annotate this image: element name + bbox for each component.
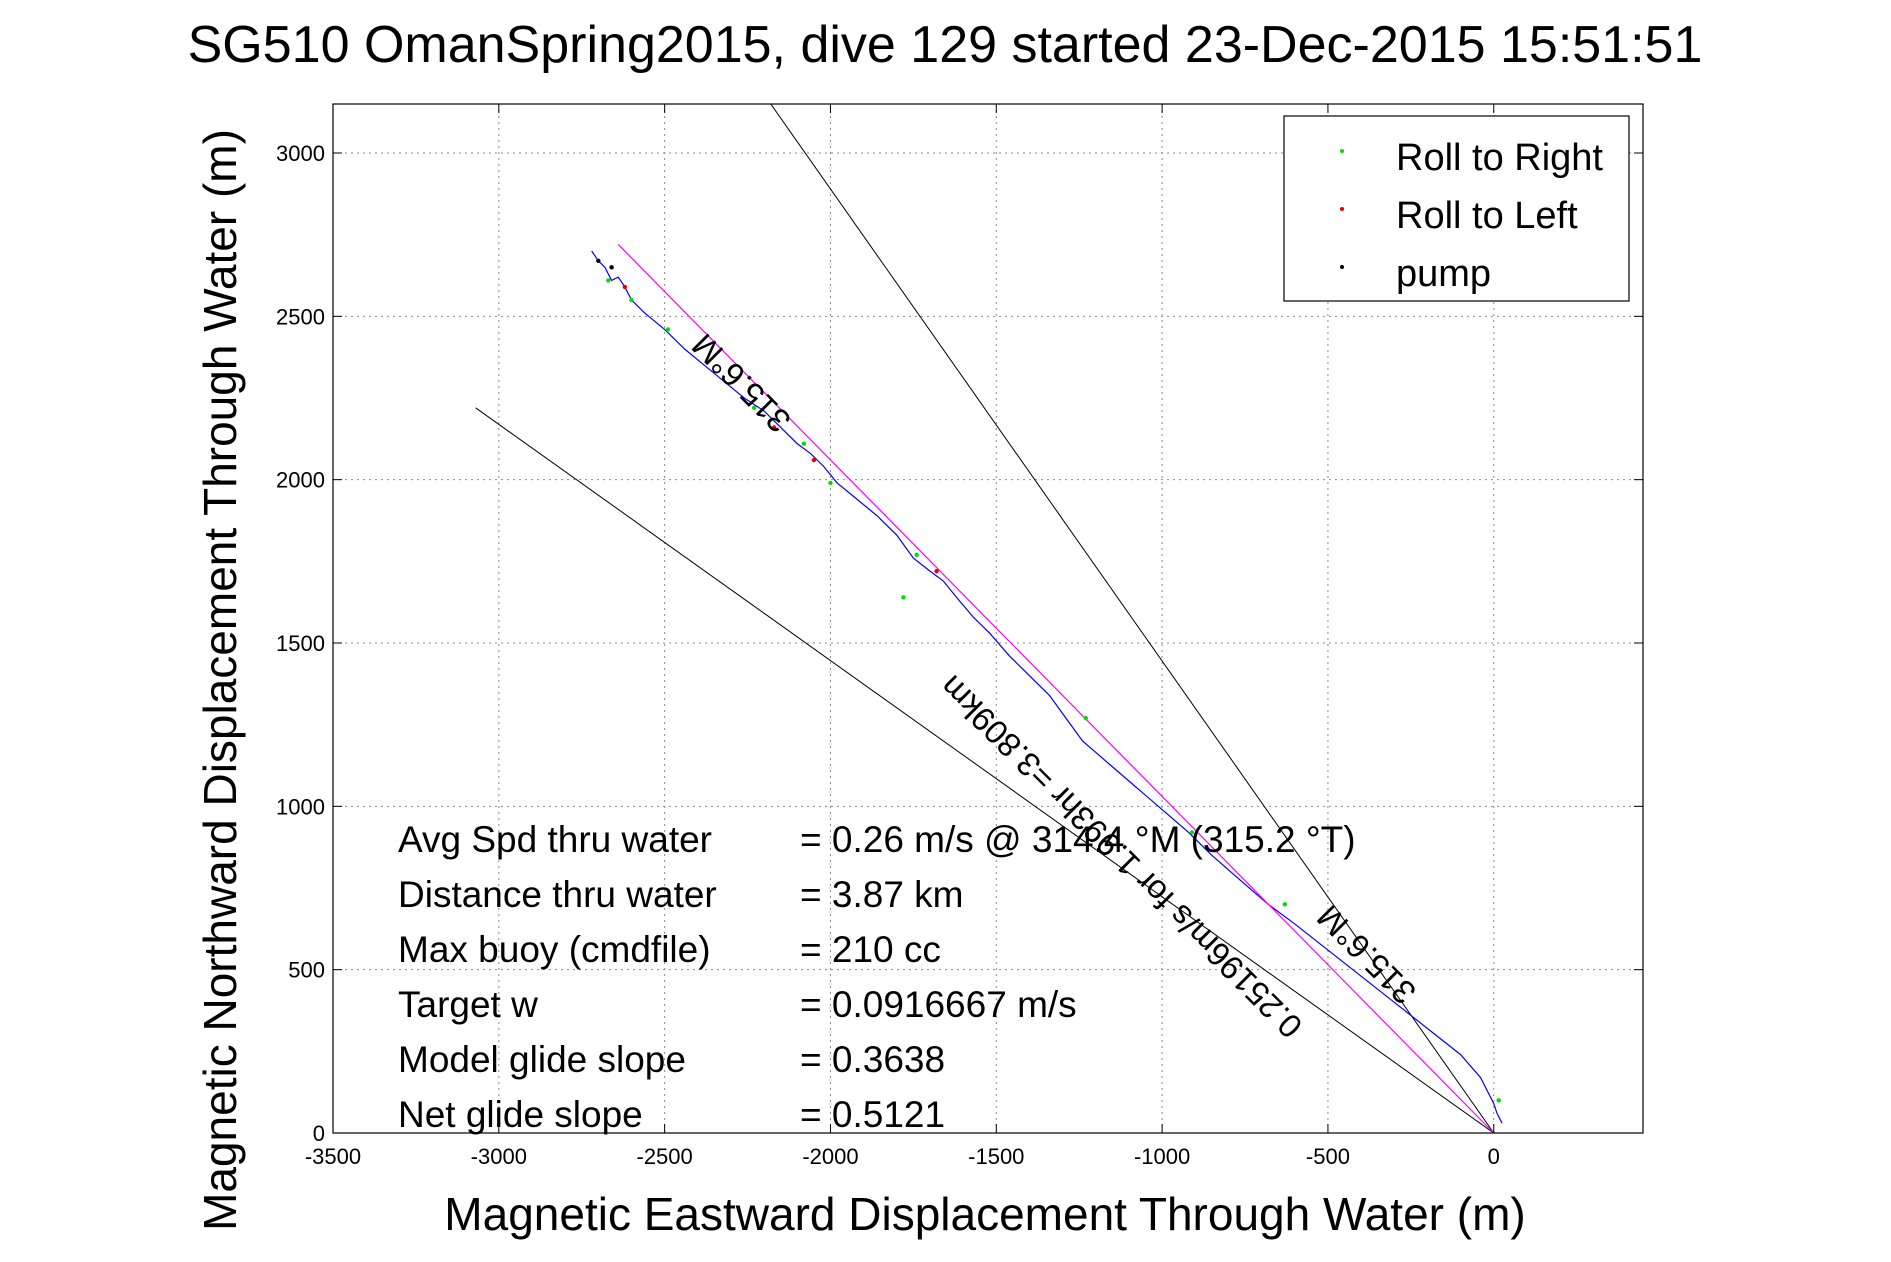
- reference-lines: [475, 104, 1495, 1133]
- legend-marker-pump: [1340, 265, 1344, 269]
- stat-label: Net glide slope: [398, 1094, 643, 1135]
- x-tick-label: -1500: [968, 1144, 1024, 1169]
- y-tick-label: 2000: [276, 468, 325, 493]
- chart-title: SG510 OmanSpring2015, dive 129 started 2…: [188, 16, 1703, 74]
- reference-line: [770, 104, 1495, 1133]
- x-tick-label: -3000: [471, 1144, 527, 1169]
- marker-red: [622, 284, 628, 290]
- marker-red: [934, 568, 939, 574]
- reference-line: [475, 407, 1495, 1133]
- stat-label: Avg Spd thru water: [398, 819, 712, 860]
- x-tick-label: -1000: [1134, 1144, 1190, 1169]
- stat-value: = 3.87 km: [800, 874, 964, 915]
- y-axis-label: Magnetic Northward Displacement Through …: [194, 129, 246, 1231]
- axis-ticks: -3500 -3000 -2500 -2000 -1500 -1000 -500 0 0 500 1…: [276, 104, 1643, 1169]
- stats-block: Avg Spd thru water = 0.26 m/s @ 314.4 °M …: [398, 819, 1356, 1135]
- x-tick-label: -2500: [637, 1144, 693, 1169]
- stat-value: = 0.26 m/s @ 314.4 °M (315.2 °T): [800, 819, 1356, 860]
- x-tick-label: -3500: [305, 1144, 361, 1169]
- stat-value: = 0.3638: [800, 1039, 945, 1080]
- legend: Roll to Right Roll to Left pump: [1283, 115, 1630, 302]
- legend-marker-roll-left: [1340, 207, 1344, 211]
- marker-green: [914, 552, 919, 557]
- marker-green: [665, 327, 671, 332]
- x-tick-label: -500: [1306, 1144, 1350, 1169]
- x-tick-label: -2000: [802, 1144, 858, 1169]
- marker-green: [606, 278, 611, 283]
- series-line: [617, 244, 1495, 1133]
- marker-green: [901, 595, 906, 600]
- series-line: [591, 250, 1503, 1124]
- stat-label: Distance thru water: [398, 874, 717, 915]
- plot-frame: [332, 103, 1644, 1134]
- legend-label-pump: pump: [1396, 253, 1491, 295]
- legend-label-roll-left: Roll to Left: [1396, 195, 1578, 237]
- marker-red: [771, 425, 777, 430]
- stat-value: = 210 cc: [800, 929, 941, 970]
- marker-green: [801, 441, 807, 446]
- marker-green: [1496, 1098, 1501, 1103]
- stat-label: Max buoy (cmdfile): [398, 929, 711, 970]
- y-tick-label: 3000: [276, 141, 325, 166]
- y-tick-label: 1500: [276, 631, 325, 656]
- stat-value: = 0.5121: [800, 1094, 945, 1135]
- marker-green: [828, 480, 833, 486]
- marker-green: [1189, 830, 1195, 835]
- marker-black: [596, 258, 601, 263]
- y-tick-label: 1000: [276, 794, 325, 819]
- x-tick-label: 0: [1488, 1144, 1500, 1169]
- data-markers: [596, 258, 1501, 1103]
- y-tick-label: 500: [288, 958, 325, 983]
- marker-black: [609, 265, 614, 270]
- marker-red: [811, 457, 817, 463]
- marker-green: [1282, 902, 1288, 907]
- y-tick-label: 2500: [276, 304, 325, 329]
- legend-label-roll-right: Roll to Right: [1396, 137, 1603, 179]
- legend-marker-roll-right: [1340, 149, 1344, 153]
- y-tick-label: 0: [313, 1121, 325, 1146]
- series-lines: [591, 244, 1503, 1133]
- marker-green: [1083, 715, 1089, 721]
- stat-label: Model glide slope: [398, 1039, 686, 1080]
- stat-label: Target w: [398, 984, 538, 1025]
- marker-green: [629, 297, 634, 303]
- marker-green: [751, 405, 757, 410]
- stat-value: = 0.0916667 m/s: [800, 984, 1077, 1025]
- x-axis-label: Magnetic Eastward Displacement Through W…: [444, 1188, 1525, 1240]
